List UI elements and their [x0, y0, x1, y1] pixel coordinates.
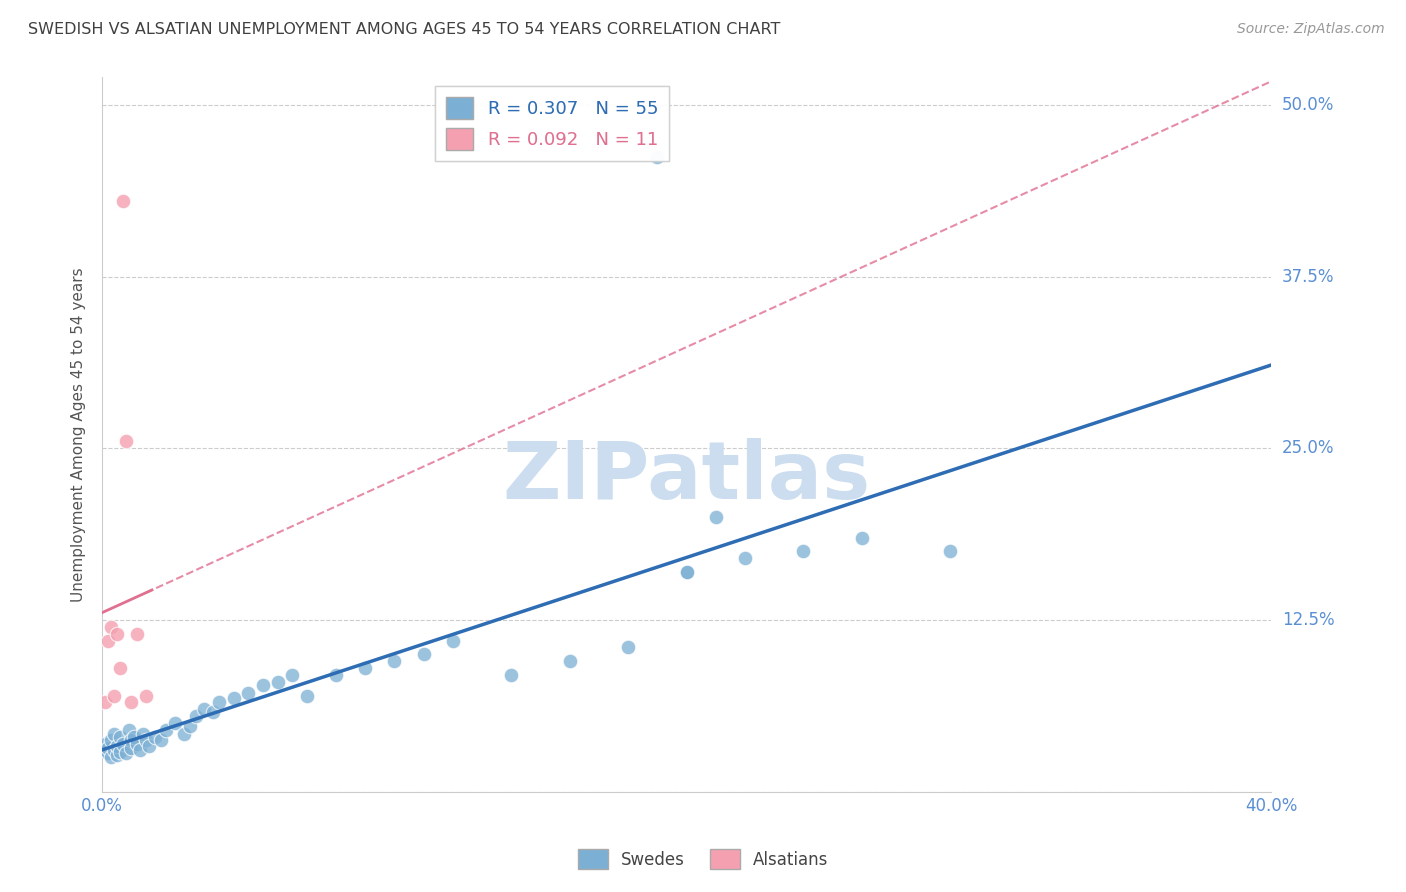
- Text: 25.0%: 25.0%: [1282, 439, 1334, 458]
- Point: [103, 689, 125, 703]
- Point: [94, 695, 117, 709]
- Point: [108, 661, 131, 675]
- Point: [100, 620, 122, 634]
- Point: [179, 719, 201, 733]
- Point: [120, 695, 142, 709]
- Point: [105, 739, 128, 754]
- Point: [165, 716, 187, 731]
- Point: [97, 633, 120, 648]
- Point: [173, 727, 195, 741]
- Point: [412, 648, 434, 662]
- Point: [129, 743, 152, 757]
- Point: [97, 740, 120, 755]
- Legend: R = 0.307   N = 55, R = 0.092   N = 11: R = 0.307 N = 55, R = 0.092 N = 11: [436, 87, 669, 161]
- Point: [120, 740, 142, 755]
- Point: [135, 732, 157, 747]
- Point: [501, 668, 523, 682]
- Point: [124, 730, 146, 744]
- Point: [295, 689, 318, 703]
- Point: [617, 640, 640, 655]
- Point: [792, 544, 814, 558]
- Point: [384, 654, 406, 668]
- Point: [100, 750, 122, 764]
- Point: [103, 727, 125, 741]
- Point: [149, 732, 172, 747]
- Point: [354, 661, 377, 675]
- Point: [252, 677, 274, 691]
- Point: [734, 551, 756, 566]
- Point: [675, 565, 697, 579]
- Point: [117, 723, 139, 737]
- Point: [238, 686, 260, 700]
- Text: 12.5%: 12.5%: [1282, 611, 1334, 629]
- Point: [100, 732, 122, 747]
- Point: [155, 723, 177, 737]
- Point: [704, 510, 727, 524]
- Point: [94, 743, 117, 757]
- Point: [325, 668, 347, 682]
- Point: [138, 739, 160, 754]
- Text: Source: ZipAtlas.com: Source: ZipAtlas.com: [1237, 22, 1385, 37]
- Legend: Swedes, Alsatians: Swedes, Alsatians: [568, 838, 838, 880]
- Point: [108, 745, 131, 759]
- Point: [851, 531, 873, 545]
- Text: 50.0%: 50.0%: [1282, 96, 1334, 114]
- Point: [108, 730, 131, 744]
- Point: [143, 730, 166, 744]
- Point: [208, 695, 231, 709]
- Point: [111, 194, 134, 208]
- Point: [202, 705, 225, 719]
- Point: [127, 626, 149, 640]
- Text: 37.5%: 37.5%: [1282, 268, 1334, 285]
- Point: [184, 709, 207, 723]
- Point: [114, 746, 136, 760]
- Point: [222, 691, 245, 706]
- Point: [127, 737, 149, 751]
- Point: [114, 434, 136, 449]
- Y-axis label: Unemployment Among Ages 45 to 54 years: Unemployment Among Ages 45 to 54 years: [72, 268, 86, 602]
- Point: [105, 747, 128, 762]
- Point: [120, 732, 142, 747]
- Point: [558, 654, 581, 668]
- Point: [281, 668, 304, 682]
- Point: [132, 727, 155, 741]
- Point: [193, 702, 215, 716]
- Point: [135, 689, 157, 703]
- Point: [938, 544, 960, 558]
- Point: [647, 150, 669, 164]
- Point: [111, 737, 134, 751]
- Text: ZIPatlas: ZIPatlas: [502, 439, 870, 516]
- Text: SWEDISH VS ALSATIAN UNEMPLOYMENT AMONG AGES 45 TO 54 YEARS CORRELATION CHART: SWEDISH VS ALSATIAN UNEMPLOYMENT AMONG A…: [28, 22, 780, 37]
- Point: [105, 626, 128, 640]
- Point: [675, 565, 697, 579]
- Point: [97, 746, 120, 760]
- Point: [266, 674, 288, 689]
- Point: [103, 743, 125, 757]
- Point: [441, 633, 464, 648]
- Point: [94, 737, 117, 751]
